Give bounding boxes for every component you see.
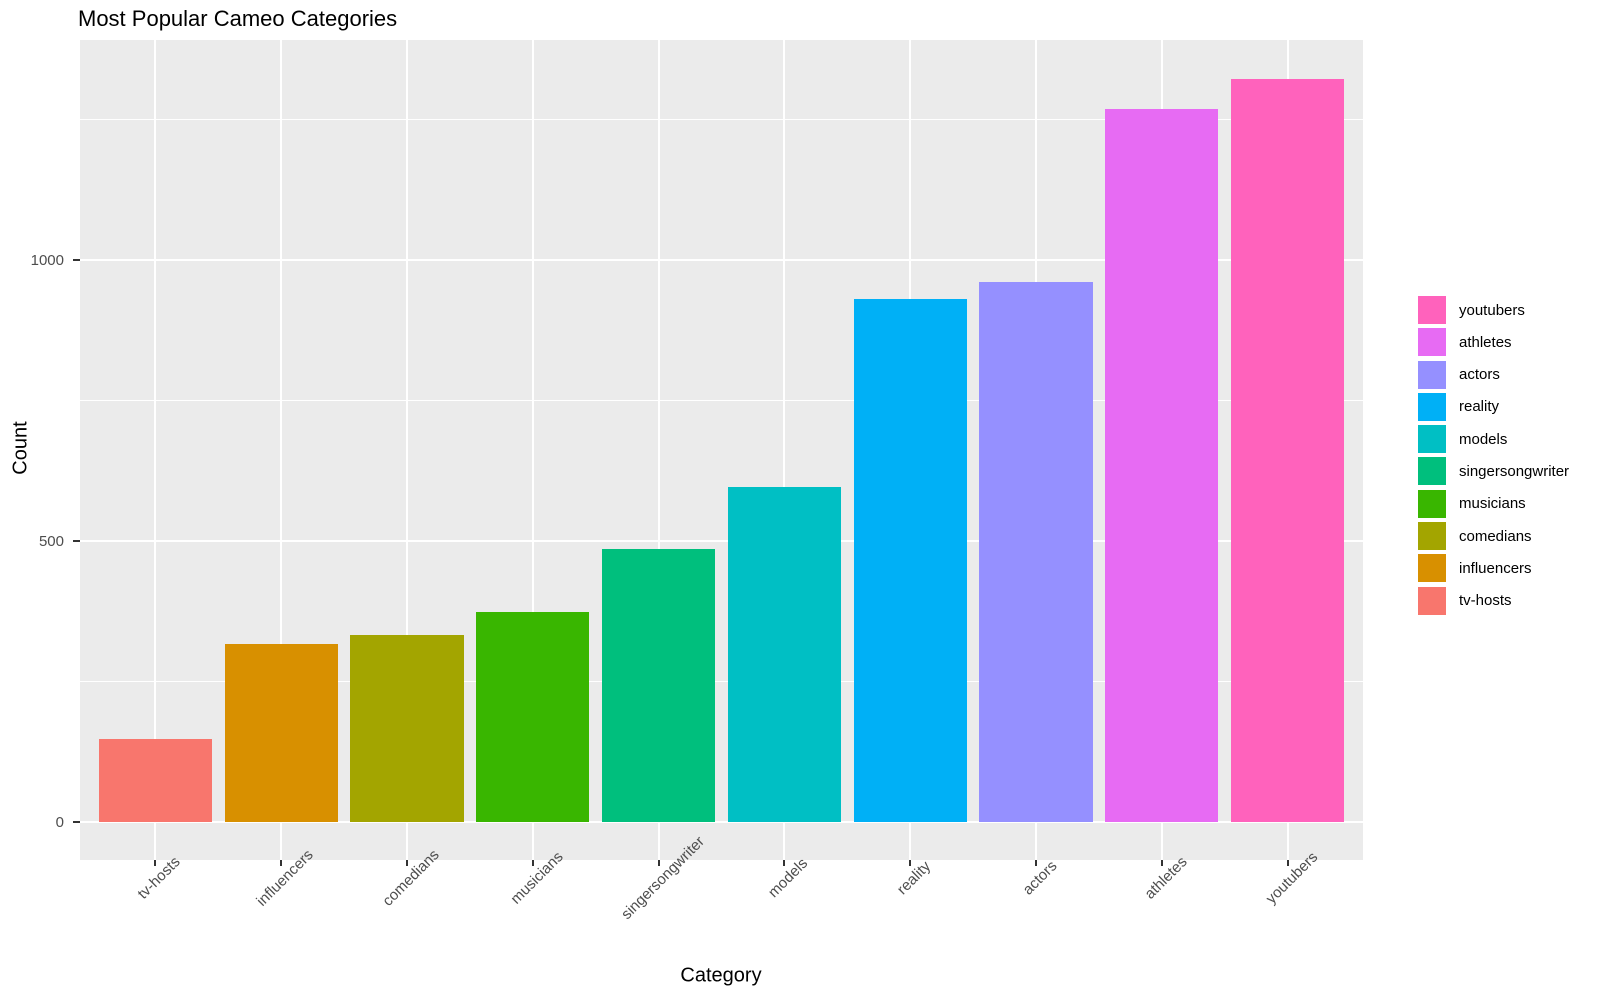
legend-item-actors: actors <box>1418 360 1569 389</box>
bar-actors <box>979 282 1093 823</box>
x-axis-title: Category <box>680 964 762 987</box>
x-tick-label: tv-hosts <box>134 853 185 903</box>
x-tick-mark <box>406 860 409 866</box>
chart-title: Most Popular Cameo Categories <box>78 6 398 31</box>
x-tick-label: actors <box>1019 857 1061 899</box>
legend-item-models: models <box>1418 425 1569 454</box>
y-tick-label: 1000 <box>30 251 64 269</box>
legend-item-tv-hosts: tv-hosts <box>1418 586 1569 615</box>
legend-label: musicians <box>1459 495 1526 513</box>
x-tick-mark <box>783 860 786 866</box>
legend-label: comedians <box>1459 527 1532 545</box>
x-tick-mark <box>154 860 157 866</box>
bar-musicians <box>476 612 590 823</box>
gridline-minor <box>80 119 1363 121</box>
x-tick-label: reality <box>894 857 935 899</box>
x-tick-mark <box>1286 860 1289 866</box>
legend-swatch <box>1418 457 1446 486</box>
gridline-minor <box>80 681 1363 683</box>
legend-label: youtubers <box>1459 301 1525 319</box>
bar-tv-hosts <box>98 739 213 823</box>
legend-swatch <box>1418 586 1446 615</box>
legend-label: models <box>1459 430 1508 448</box>
bar-comedians <box>350 635 464 823</box>
legend-swatch <box>1418 360 1446 389</box>
x-tick-mark <box>1034 860 1037 866</box>
gridline-major <box>80 540 1363 543</box>
legend-label: influencers <box>1459 559 1532 577</box>
legend-label: tv-hosts <box>1459 592 1512 610</box>
bar-reality <box>853 298 967 823</box>
plot-panel <box>80 40 1363 860</box>
legend-item-musicians: musicians <box>1418 489 1569 518</box>
legend-label: singersongwriter <box>1459 462 1570 480</box>
gridline-major <box>80 821 1363 824</box>
y-tick-mark <box>73 821 80 824</box>
legend-item-singersongwriter: singersongwriter <box>1418 457 1570 486</box>
legend: youtubers athletes actors reality models sing… <box>1418 296 1569 615</box>
legend-swatch <box>1418 296 1446 324</box>
legend-swatch <box>1418 554 1446 583</box>
gridline-vertical <box>657 40 660 860</box>
bar-athletes <box>1105 109 1219 823</box>
gridline-vertical <box>531 40 534 860</box>
y-tick-mark <box>73 259 80 262</box>
gridline-minor <box>80 400 1363 402</box>
x-tick-mark <box>909 860 912 866</box>
y-tick-label: 500 <box>38 532 64 550</box>
bar-youtubers <box>1230 79 1345 823</box>
bar-singersongwriter <box>602 548 716 823</box>
gridline-vertical <box>783 40 786 860</box>
bar-influencers <box>224 643 338 823</box>
legend-item-comedians: comedians <box>1418 522 1569 551</box>
x-tick-label: models <box>765 854 812 902</box>
x-tick-label: athletes <box>1141 853 1191 903</box>
legend-item-reality: reality <box>1418 392 1569 421</box>
legend-swatch <box>1418 522 1446 551</box>
bar-models <box>727 487 841 823</box>
gridline-vertical <box>154 40 157 860</box>
x-tick-mark <box>657 860 660 866</box>
legend-swatch <box>1418 392 1446 421</box>
x-tick-mark <box>280 860 283 866</box>
x-tick-mark <box>531 860 534 866</box>
gridline-vertical <box>280 40 283 860</box>
y-axis-title: Count <box>9 421 32 475</box>
legend-item-influencers: influencers <box>1418 554 1569 583</box>
legend-item-athletes: athletes <box>1418 328 1569 357</box>
legend-swatch <box>1418 328 1446 357</box>
legend-label: athletes <box>1459 333 1512 351</box>
legend-label: actors <box>1459 366 1500 384</box>
y-tick-mark <box>73 540 80 543</box>
legend-label: reality <box>1459 398 1500 416</box>
legend-item-youtubers: youtubers <box>1418 296 1569 324</box>
x-tick-mark <box>1160 860 1163 866</box>
y-tick-label: 0 <box>55 813 64 831</box>
legend-swatch <box>1418 425 1446 454</box>
gridline-vertical <box>406 40 409 860</box>
legend-swatch <box>1418 489 1446 518</box>
gridline-major <box>80 259 1363 262</box>
